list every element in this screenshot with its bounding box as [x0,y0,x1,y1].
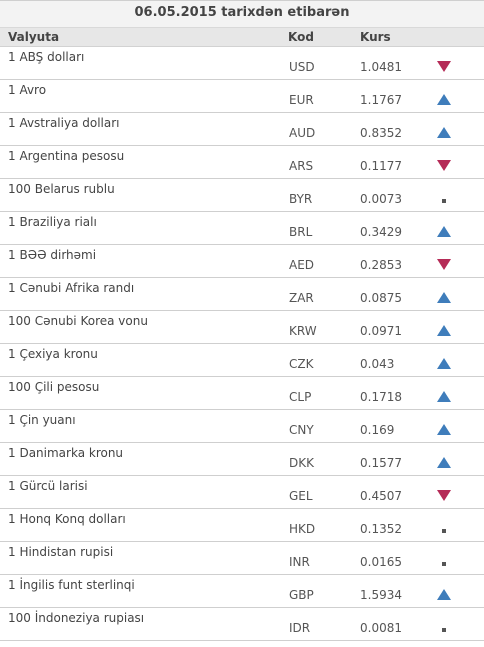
table-row: 1 Avstraliya dolları AUD 0.8352 [0,113,484,146]
currency-code: INR [289,555,310,569]
currency-name: 1 Cənubi Afrika randı [8,281,135,295]
currency-name: 1 Çexiya kronu [8,347,98,361]
currency-name: 1 Avstraliya dolları [8,116,120,130]
currency-code: ARS [289,159,314,173]
triangle-down-icon [437,61,451,73]
square-dot-icon [437,556,451,568]
table-row: 100 Belarus rublu BYR 0.0073 [0,179,484,212]
currency-rate: 0.0875 [360,291,402,305]
currency-rate: 0.1718 [360,390,402,404]
currency-rate: 1.1767 [360,93,402,107]
currency-name: 100 İndoneziya rupiası [8,611,145,625]
table-title: 06.05.2015 tarixdən etibarən [0,0,484,28]
currency-name: 1 BƏƏ dirhəmi [8,248,97,262]
triangle-down-icon [437,490,451,502]
table-row: 100 İndoneziya rupiası IDR 0.0081 [0,608,484,641]
square-dot-icon [437,622,451,634]
triangle-up-icon [437,457,451,469]
currency-name: 1 Hindistan rupisi [8,545,114,559]
currency-name: 1 Argentina pesosu [8,149,125,163]
table-row: 1 Avro EUR 1.1767 [0,80,484,113]
table-row: 1 ABŞ dolları USD 1.0481 [0,47,484,80]
currency-rate: 0.0165 [360,555,402,569]
table-row: 1 Çexiya kronu CZK 0.043 [0,344,484,377]
triangle-down-icon [437,160,451,172]
table-header: Valyuta Kod Kurs [0,28,484,47]
currency-name: 1 ABŞ dolları [8,50,85,64]
currency-code: ZAR [289,291,314,305]
table-row: 1 Danimarka kronu DKK 0.1577 [0,443,484,476]
currency-name: 100 Çili pesosu [8,380,100,394]
currency-rate: 0.0073 [360,192,402,206]
triangle-up-icon [437,424,451,436]
currency-code: GBP [289,588,314,602]
currency-name: 100 Belarus rublu [8,182,115,196]
currency-code: EUR [289,93,314,107]
header-currency: Valyuta [8,30,60,44]
triangle-up-icon [437,94,451,106]
currency-rate: 0.0971 [360,324,402,338]
currency-rate: 1.0481 [360,60,402,74]
header-rate: Kurs [360,30,391,44]
currency-rate: 0.043 [360,357,395,371]
triangle-up-icon [437,325,451,337]
currency-code: KRW [289,324,317,338]
currency-rate: 0.2853 [360,258,402,272]
triangle-up-icon [437,391,451,403]
triangle-up-icon [437,589,451,601]
currency-name: 1 Honq Konq dolları [8,512,126,526]
currency-code: CZK [289,357,314,371]
table-row: 1 Argentina pesosu ARS 0.1177 [0,146,484,179]
currency-rate: 0.169 [360,423,395,437]
currency-code: CLP [289,390,312,404]
currency-name: 1 Çin yuanı [8,413,76,427]
currency-code: CNY [289,423,314,437]
header-code: Kod [288,30,314,44]
currency-rate: 0.3429 [360,225,402,239]
table-row: 100 Çili pesosu CLP 0.1718 [0,377,484,410]
currency-rate: 0.1577 [360,456,402,470]
square-dot-icon [437,523,451,535]
triangle-up-icon [437,226,451,238]
table-row: 100 Cənubi Korea vonu KRW 0.0971 [0,311,484,344]
currency-name: 1 İngilis funt sterlinqi [8,578,135,592]
table-body: 1 ABŞ dolları USD 1.0481 1 Avro EUR 1.1767 1 A… [0,47,484,641]
currency-code: AED [289,258,315,272]
table-row: 1 Gürcü larisi GEL 0.4507 [0,476,484,509]
table-row: 1 BƏƏ dirhəmi AED 0.2853 [0,245,484,278]
triangle-up-icon [437,127,451,139]
currency-name: 1 Gürcü larisi [8,479,88,493]
currency-rate: 0.1352 [360,522,402,536]
currency-rate: 1.5934 [360,588,402,602]
triangle-down-icon [437,259,451,271]
table-row: 1 İngilis funt sterlinqi GBP 1.5934 [0,575,484,608]
square-dot-icon [437,193,451,205]
currency-code: BYR [289,192,313,206]
currency-rate: 0.8352 [360,126,402,140]
currency-code: HKD [289,522,316,536]
currency-rate: 0.0081 [360,621,402,635]
currency-code: IDR [289,621,311,635]
currency-rate: 0.1177 [360,159,402,173]
currency-rate: 0.4507 [360,489,402,503]
triangle-up-icon [437,292,451,304]
currency-code: BRL [289,225,313,239]
currency-code: DKK [289,456,314,470]
table-row: 1 Honq Konq dolları HKD 0.1352 [0,509,484,542]
currency-name: 100 Cənubi Korea vonu [8,314,148,328]
currency-name: 1 Braziliya rialı [8,215,97,229]
table-row: 1 Hindistan rupisi INR 0.0165 [0,542,484,575]
table-row: 1 Cənubi Afrika randı ZAR 0.0875 [0,278,484,311]
currency-code: GEL [289,489,313,503]
currency-code: USD [289,60,315,74]
table-row: 1 Braziliya rialı BRL 0.3429 [0,212,484,245]
table-row: 1 Çin yuanı CNY 0.169 [0,410,484,443]
currency-code: AUD [289,126,316,140]
triangle-up-icon [437,358,451,370]
currency-name: 1 Danimarka kronu [8,446,124,460]
currency-name: 1 Avro [8,83,47,97]
